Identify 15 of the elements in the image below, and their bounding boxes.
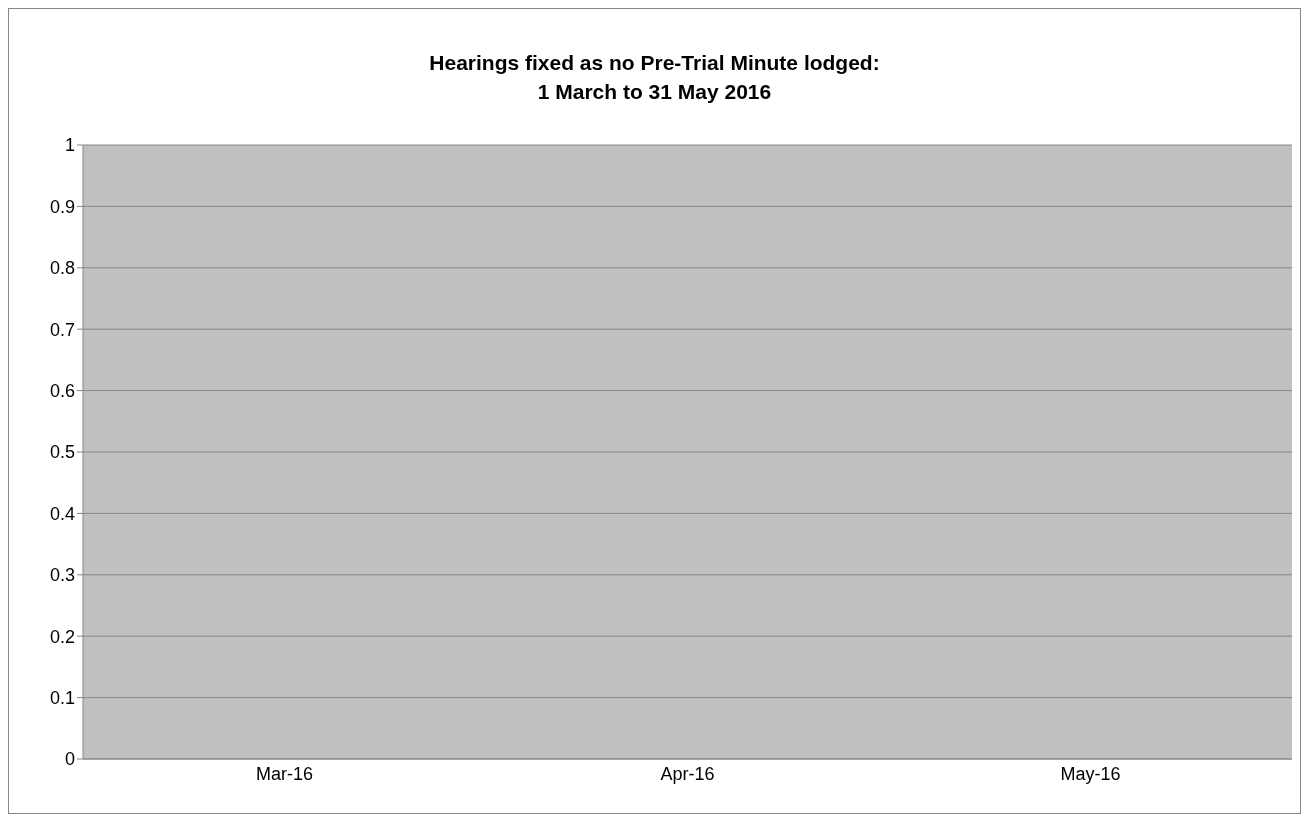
y-tick-label: 0.8 bbox=[49, 258, 75, 279]
x-tick-label: May-16 bbox=[1060, 763, 1121, 784]
y-tick-label: 0.3 bbox=[49, 565, 75, 586]
y-tick-label: 0.6 bbox=[49, 380, 75, 401]
y-tick-label: 0 bbox=[64, 749, 75, 770]
y-tick-label: 0.1 bbox=[49, 687, 75, 708]
x-tick-label: Apr-16 bbox=[660, 763, 715, 784]
y-tick-label: 0.2 bbox=[49, 626, 75, 647]
y-tick-label: 0.4 bbox=[49, 503, 75, 524]
chart-title: Hearings fixed as no Pre-Trial Minute lodged: 1 March to 31 May 2016 bbox=[428, 50, 881, 105]
y-tick-label: 0.9 bbox=[49, 196, 75, 217]
y-tick-label: 0.5 bbox=[49, 442, 75, 463]
y-tick-label: 0.7 bbox=[49, 319, 75, 340]
y-tick-label: 1 bbox=[64, 135, 75, 156]
x-tick-label: Mar-16 bbox=[255, 763, 314, 784]
